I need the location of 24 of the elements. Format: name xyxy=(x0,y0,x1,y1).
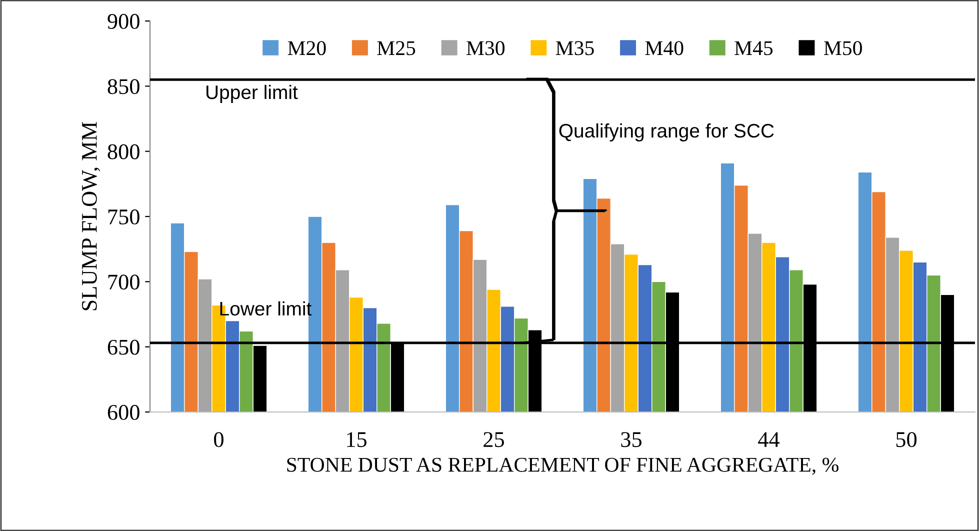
legend-label: M20 xyxy=(288,41,326,56)
ref-line-label: Upper limit xyxy=(206,84,298,103)
y-tick-label: 900 xyxy=(108,14,140,29)
x-tick-label: 25 xyxy=(484,432,504,448)
legend-label: M25 xyxy=(377,41,416,56)
y-axis-title: SLUMP FLOW, MM xyxy=(82,122,100,310)
x-tick-label: 15 xyxy=(347,432,366,448)
x-axis-title: STONE DUST AS REPLACEMENT OF FINE AGGREGATE, % xyxy=(287,458,838,475)
annotation: Qualifying range for SCC xyxy=(559,123,774,142)
legend-label: M50 xyxy=(824,41,862,56)
legend-label: M40 xyxy=(645,41,684,56)
y-tick-label: 800 xyxy=(108,144,140,160)
y-tick-label: 600 xyxy=(108,404,140,420)
y-tick-label: 700 xyxy=(108,274,140,290)
y-tick-label: 650 xyxy=(108,340,140,355)
legend-label: M35 xyxy=(556,41,594,56)
x-tick-label: 35 xyxy=(621,432,642,448)
legend-label: M30 xyxy=(466,41,505,56)
y-tick-label: 850 xyxy=(108,79,140,94)
y-tick-label: 750 xyxy=(108,209,140,224)
legend-label: M45 xyxy=(734,41,773,56)
x-tick-label: 50 xyxy=(896,432,917,448)
x-tick-label: 0 xyxy=(214,432,224,448)
x-tick-label: 44 xyxy=(758,432,780,447)
